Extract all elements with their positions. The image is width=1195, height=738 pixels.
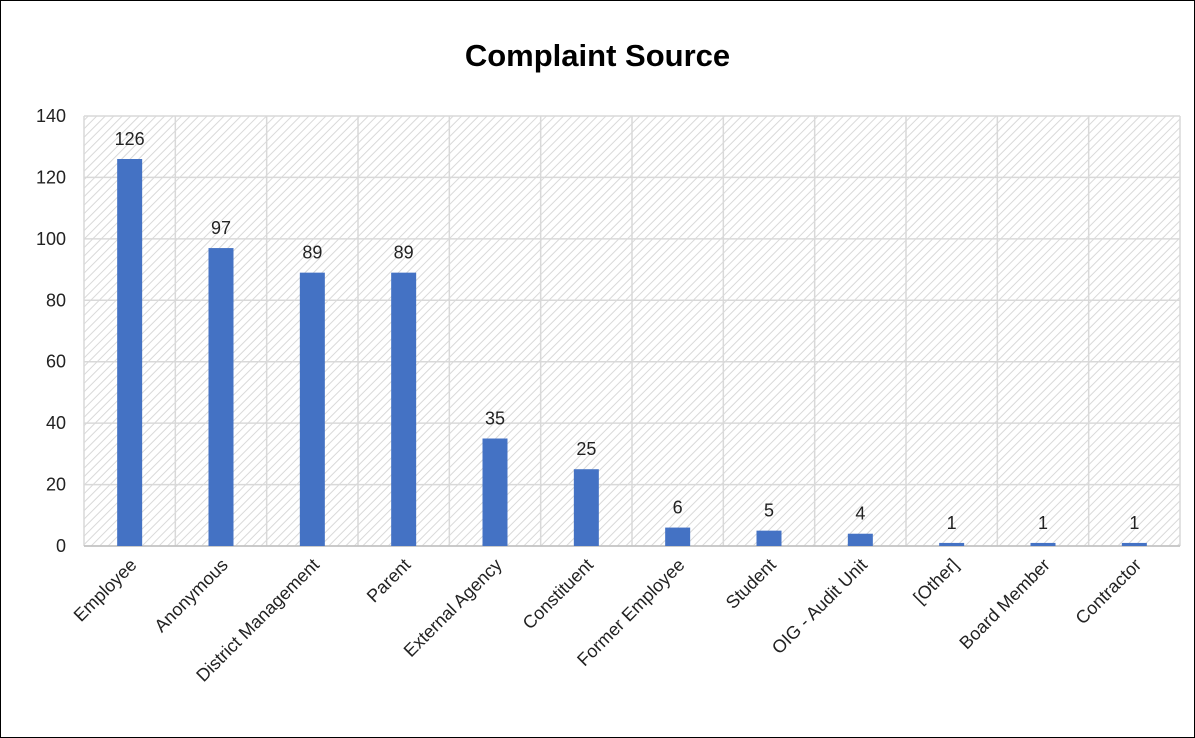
bar	[117, 159, 143, 546]
y-tick-label: 120	[36, 167, 66, 187]
bar	[756, 530, 782, 546]
bars	[117, 159, 1147, 547]
data-label: 1	[1129, 513, 1139, 533]
bar	[665, 527, 691, 546]
x-tick-label: Employee	[70, 555, 141, 626]
x-tick-label: Constituent	[519, 555, 598, 634]
x-tick-label: Parent	[363, 555, 415, 607]
x-tick-label: OIG - Audit Unit	[768, 555, 871, 658]
data-label: 5	[764, 501, 774, 521]
bar	[939, 542, 965, 546]
x-tick-label: [Other]	[909, 555, 962, 608]
y-tick-label: 40	[46, 413, 66, 433]
x-tick-label: Student	[722, 555, 780, 613]
y-tick-label: 80	[46, 290, 66, 310]
y-tick-label: 100	[36, 229, 66, 249]
data-label: 25	[576, 439, 596, 459]
y-axis: 0 20 40 60 80 100 120 140	[36, 106, 66, 556]
data-label: 97	[211, 218, 231, 238]
bar	[847, 533, 873, 546]
bar	[391, 272, 417, 546]
bar	[1121, 542, 1147, 546]
y-tick-label: 60	[46, 352, 66, 372]
bar	[208, 248, 234, 547]
gridlines	[83, 115, 1181, 547]
data-label: 1	[1038, 513, 1048, 533]
data-label: 89	[394, 243, 414, 263]
x-tick-label: External Agency	[400, 555, 506, 661]
bar	[482, 438, 508, 546]
y-tick-label: 140	[36, 106, 66, 126]
data-label: 126	[115, 129, 145, 149]
x-tick-label: Board Member	[955, 555, 1053, 653]
data-label: 35	[485, 409, 505, 429]
data-label: 1	[947, 513, 957, 533]
bar	[573, 469, 599, 546]
x-tick-label: Contractor	[1072, 555, 1146, 629]
y-tick-label: 20	[46, 475, 66, 495]
bar	[299, 272, 325, 546]
chart-title: Complaint Source	[464, 38, 731, 73]
data-label: 6	[673, 498, 683, 518]
data-label: 89	[302, 243, 322, 263]
y-tick-label: 0	[56, 536, 66, 556]
x-tick-label: Anonymous	[150, 555, 231, 636]
data-labels: 126 97 89 89 35 25 6 5 4 1 1 1	[115, 129, 1140, 533]
data-label: 4	[855, 504, 865, 524]
bar	[1030, 542, 1056, 546]
